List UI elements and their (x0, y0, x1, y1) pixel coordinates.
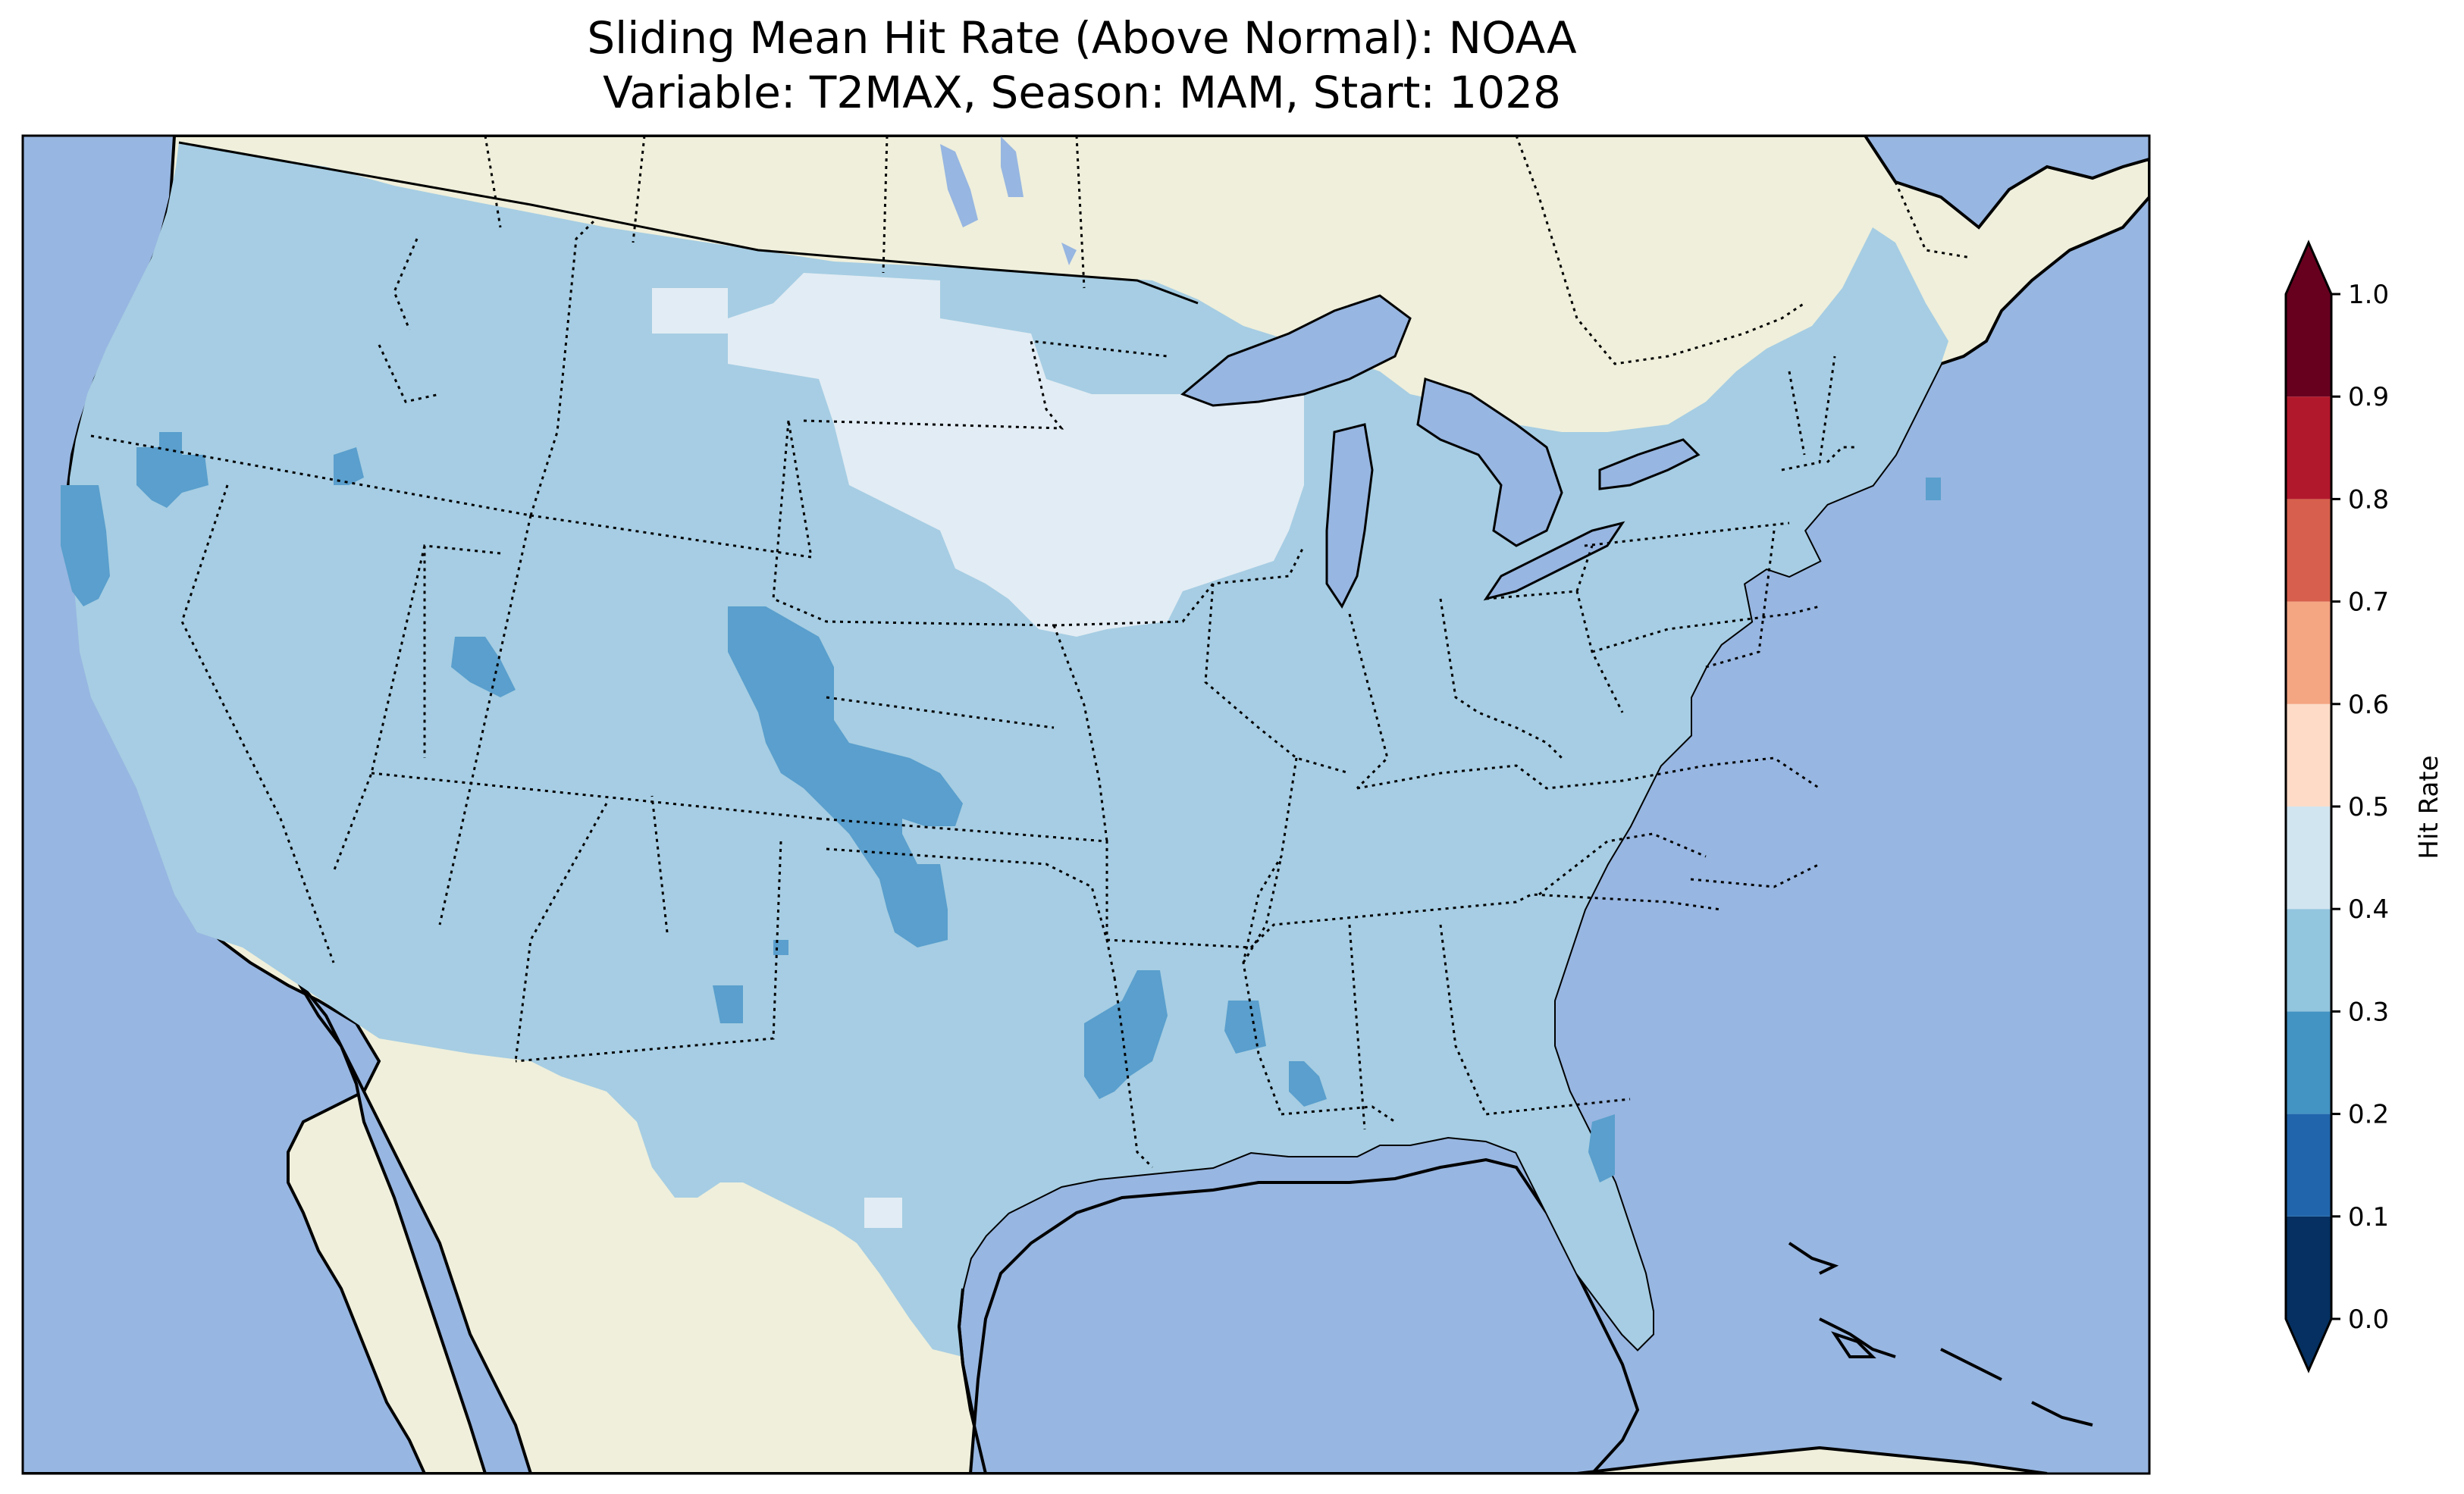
hit-rate-0.4-0.5-montana-patch (652, 288, 728, 334)
map-frame (21, 134, 2151, 1475)
colorbar-tick-label: 0.9 (2348, 382, 2389, 412)
colorbar-tick-label: 0.2 (2348, 1100, 2389, 1130)
canadian-lakes (940, 136, 1077, 265)
colorbar-tick-label: 0.7 (2348, 587, 2389, 618)
map-title-line2: Variable: T2MAX, Season: MAM, Start: 102… (603, 67, 1561, 118)
colorbar-bins (2286, 294, 2331, 1319)
colorbar-tick-label: 0.8 (2348, 484, 2389, 515)
great-lakes (1180, 294, 1701, 609)
colorbar-bin (2286, 294, 2331, 397)
colorbar-bin (2286, 909, 2331, 1012)
colorbar-bin (2286, 1011, 2331, 1114)
colorbar-tick-label: 0.1 (2348, 1202, 2389, 1232)
colorbar-bin (2286, 1113, 2331, 1217)
hit-rate-0.2-0.3-patches (61, 432, 1941, 1182)
colorbar: 0.0 0.1 0.2 0.3 0.4 0.5 0.6 0.7 0.8 0.9 1.0 Hit Ra… (2284, 240, 2444, 1373)
hit-rate-0.4-0.5-northern-plains (728, 273, 1304, 637)
colorbar-bin (2286, 499, 2331, 602)
colorbar-bin (2286, 1216, 2331, 1319)
colorbar-tick-label: 0.6 (2348, 690, 2389, 720)
colorbar-bin (2286, 396, 2331, 500)
state-borders (90, 218, 1857, 1169)
coastlines (957, 1242, 2093, 1474)
colorbar-tick-label: 0.4 (2348, 894, 2389, 925)
colorbar-extend-high (2286, 243, 2331, 294)
province-borders (484, 136, 1972, 365)
map-title-line1: Sliding Mean Hit Rate (Above Normal): NO… (587, 12, 1577, 64)
colorbar-tick-label: 0.3 (2348, 997, 2389, 1027)
colorbar-bin (2286, 601, 2331, 704)
colorbar-tick-label: 0.0 (2348, 1305, 2389, 1335)
colorbar-tick-label: 0.5 (2348, 792, 2389, 822)
map-panel (23, 136, 2149, 1474)
colorbar-extend-low (2286, 1319, 2331, 1370)
us-canada-border (178, 141, 1199, 305)
hit-rate-0.4-0.5-texas-patch (864, 1198, 902, 1228)
colorbar-label: Hit Rate (2414, 755, 2444, 859)
land-cuba (1576, 1445, 2048, 1474)
colorbar-bin (2286, 807, 2331, 910)
gulf-of-california (294, 976, 533, 1474)
colorbar-tick-label: 1.0 (2348, 280, 2389, 310)
colorbar-bin (2286, 703, 2331, 807)
colorbar-ticks: 0.0 0.1 0.2 0.3 0.4 0.5 0.6 0.7 0.8 0.9 1.0 (2331, 280, 2389, 1335)
gulf-of-mexico (968, 1157, 1640, 1474)
